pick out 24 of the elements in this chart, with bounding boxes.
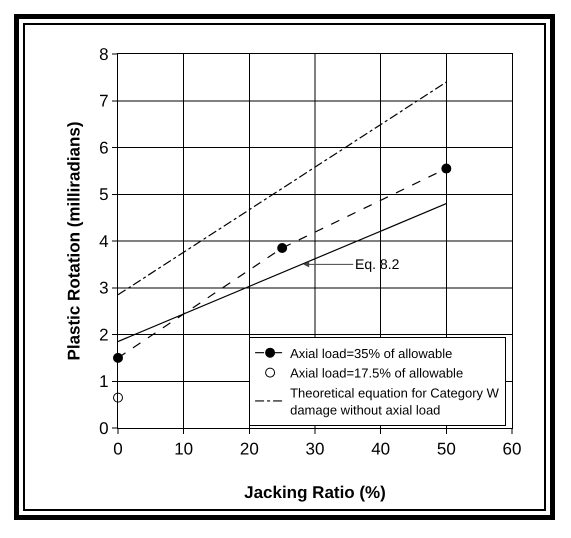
x-tick-label: 10	[174, 439, 194, 458]
y-tick-label: 7	[99, 92, 109, 111]
x-tick-label: 50	[436, 439, 456, 458]
x-tick-label: 40	[371, 439, 390, 458]
y-axis-title: Plastic Rotation (milliradians)	[64, 122, 84, 360]
point	[277, 243, 288, 254]
y-tick-label: 2	[99, 325, 109, 344]
annotation: Eq. 8.2	[355, 256, 400, 272]
y-tick-label: 5	[99, 185, 109, 204]
x-tick-label: 20	[240, 439, 259, 458]
x-tick-label: 60	[502, 439, 522, 458]
y-tick-label: 4	[99, 232, 109, 251]
y-tick-label: 0	[99, 418, 109, 438]
point	[441, 164, 452, 174]
legend-label: Axial load=17.5% of allowable	[290, 366, 464, 381]
legend-label: Theoretical equation for Category W damage without axial load	[290, 386, 500, 418]
y-tick-label: 6	[99, 138, 109, 158]
y-tick-label: 3	[99, 278, 109, 298]
legend-label: Axial load=35% of allowable	[290, 346, 452, 361]
y-tick-label: 1	[99, 372, 109, 392]
x-axis-title: Jacking Ratio (%)	[244, 482, 386, 502]
x-tick-label: 0	[113, 439, 123, 458]
y-tick-label: 8	[99, 44, 109, 64]
x-tick-label: 30	[306, 439, 324, 458]
